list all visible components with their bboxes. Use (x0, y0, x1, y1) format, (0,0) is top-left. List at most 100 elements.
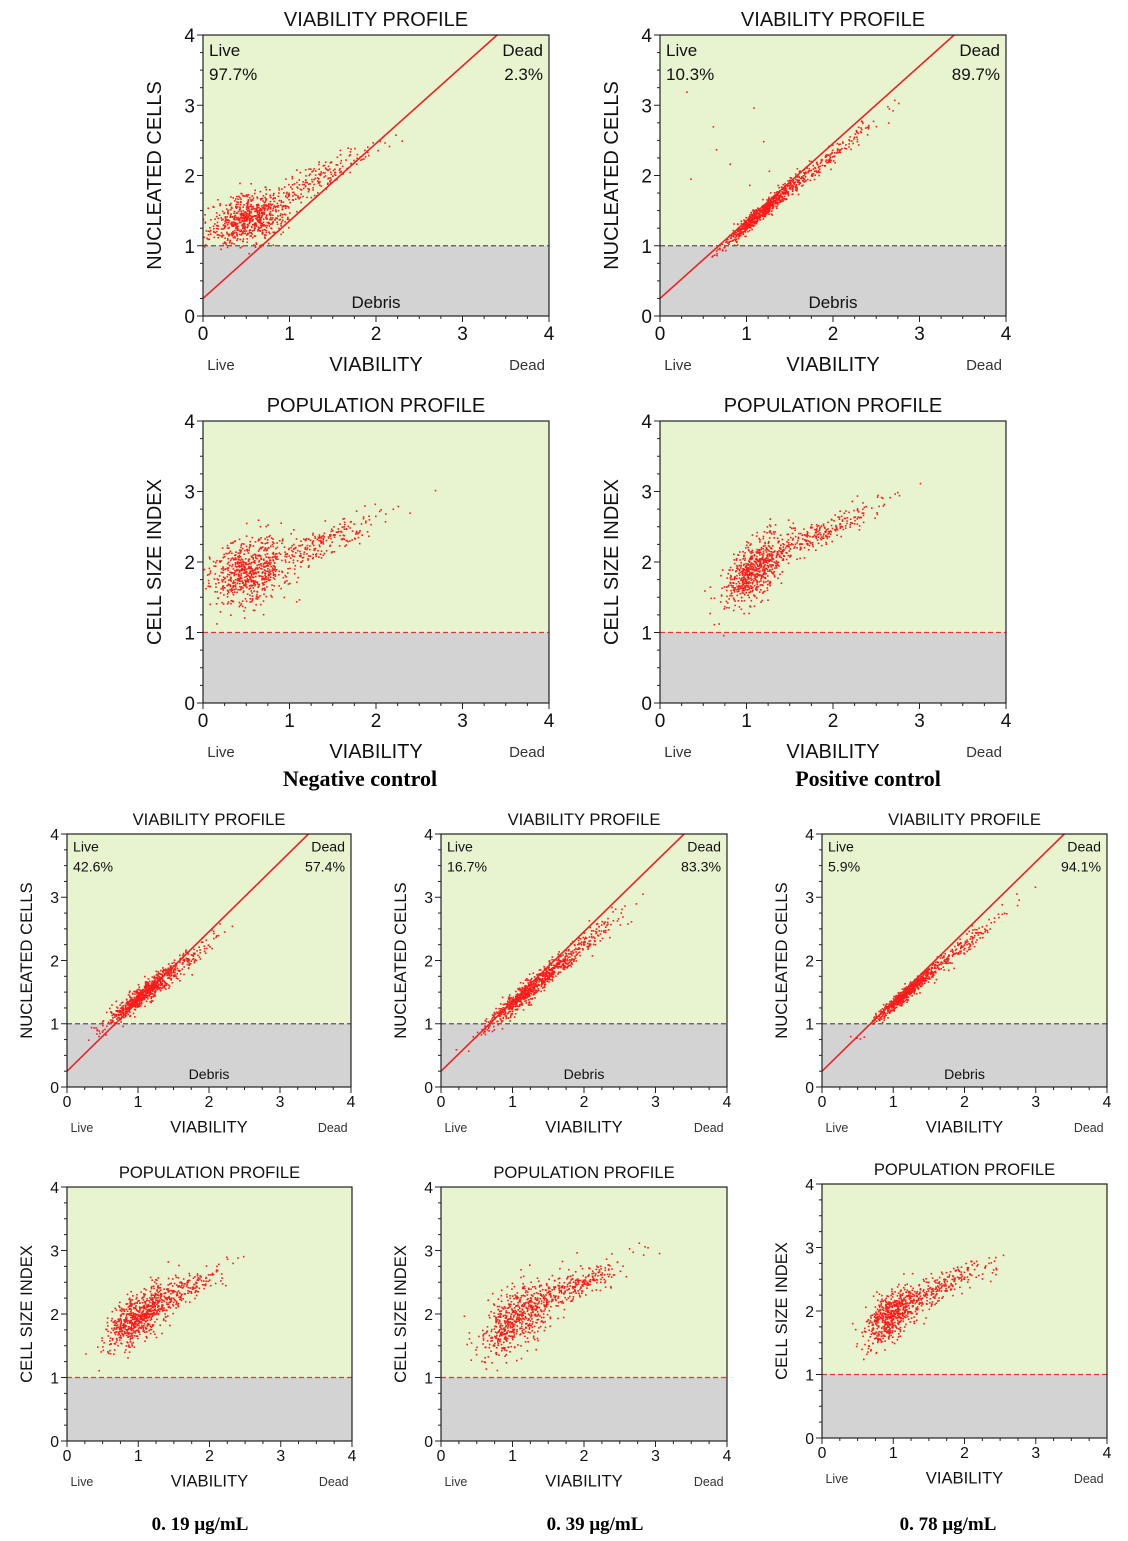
data-point (824, 527, 826, 529)
data-point (732, 582, 735, 584)
data-point (152, 988, 155, 990)
data-point (164, 984, 166, 987)
data-point (751, 578, 753, 581)
data-point (345, 544, 348, 546)
data-point (118, 1017, 121, 1019)
data-point (309, 183, 311, 185)
data-point (762, 562, 764, 565)
data-point (856, 523, 859, 525)
data-point (220, 587, 222, 590)
data-point (825, 541, 827, 544)
data-point (267, 570, 269, 572)
data-point (301, 557, 304, 559)
data-point (283, 192, 285, 194)
data-point (286, 205, 288, 208)
data-point (723, 608, 725, 610)
data-point (203, 950, 206, 953)
data-point (842, 142, 844, 144)
data-point (748, 588, 750, 590)
data-point (243, 217, 246, 220)
data-point (261, 212, 263, 214)
data-point (155, 977, 157, 979)
data-point (233, 558, 235, 561)
data-point (756, 575, 759, 577)
data-point (223, 227, 226, 229)
data-point (259, 222, 261, 224)
data-point (159, 976, 161, 978)
data-point (785, 191, 787, 193)
data-point (215, 215, 218, 218)
data-point (242, 213, 244, 215)
data-point (137, 998, 140, 1000)
data-point (246, 223, 249, 226)
data-point (839, 523, 841, 526)
data-point (113, 1022, 116, 1024)
data-point (269, 214, 272, 217)
data-point (187, 953, 189, 955)
data-point (241, 225, 243, 227)
data-point (236, 568, 239, 571)
data-point (791, 532, 794, 535)
data-point (263, 205, 265, 207)
data-point (312, 553, 314, 556)
data-point (269, 534, 271, 537)
data-point (281, 570, 283, 573)
data-point (522, 996, 524, 998)
data-point (515, 990, 517, 993)
data-point (794, 186, 797, 188)
data-point (157, 986, 160, 988)
data-point (810, 174, 813, 177)
data-point (845, 510, 847, 512)
data-point (273, 205, 276, 207)
data-point (244, 232, 247, 235)
data-point (262, 575, 264, 578)
data-point (327, 182, 329, 185)
y-axis-label: CELL SIZE INDEX (601, 479, 623, 645)
data-point (270, 206, 272, 209)
data-point (220, 568, 223, 570)
data-point (246, 195, 249, 198)
data-point (261, 582, 264, 584)
data-point (304, 179, 307, 182)
data-point (223, 931, 226, 933)
data-point (723, 634, 725, 637)
data-point (265, 580, 268, 583)
data-point (772, 551, 774, 554)
data-point (732, 587, 735, 589)
data-point (314, 537, 317, 540)
data-point (266, 536, 268, 539)
data-point (746, 574, 749, 577)
data-point (291, 549, 293, 552)
data-point (826, 162, 828, 164)
data-point (247, 207, 250, 210)
data-point (748, 578, 750, 580)
data-point (221, 572, 224, 574)
data-point (178, 969, 180, 972)
data-point (308, 564, 310, 567)
data-point (839, 151, 842, 154)
data-point (545, 969, 547, 971)
data-point (827, 528, 829, 530)
data-point (232, 594, 235, 596)
data-point (214, 223, 216, 225)
data-point (785, 545, 788, 547)
data-point (232, 230, 234, 233)
data-point (225, 219, 227, 221)
data-point (238, 538, 241, 541)
x-tick-label: 1 (741, 711, 752, 732)
data-point (248, 218, 251, 221)
data-point (267, 204, 269, 207)
data-point (787, 180, 789, 182)
data-point (102, 1029, 104, 1032)
data-point (254, 556, 257, 558)
x-axis-live-label: Live (207, 744, 235, 761)
data-point (762, 198, 764, 201)
data-point (252, 207, 255, 209)
data-point (739, 571, 742, 574)
data-point (551, 959, 553, 961)
data-point (768, 560, 771, 562)
data-point (217, 228, 220, 230)
data-point (768, 203, 771, 206)
data-point (827, 521, 829, 524)
data-point (215, 227, 218, 230)
